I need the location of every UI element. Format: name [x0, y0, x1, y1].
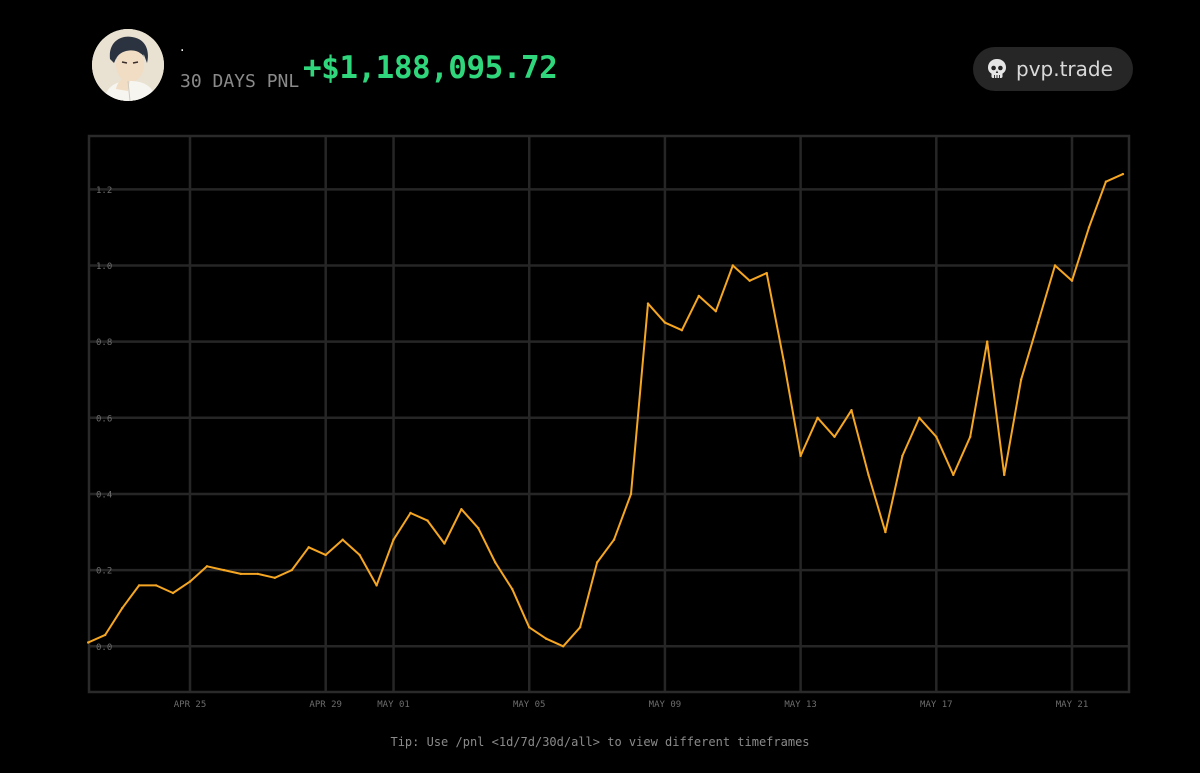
pnl-data-point [578, 626, 582, 629]
pnl-data-point [663, 321, 667, 324]
pnl-data-point [188, 580, 192, 583]
pnl-data-point [748, 279, 751, 282]
pnl-data-point [833, 435, 836, 438]
pnl-data-point [969, 435, 972, 438]
pnl-data-point [1036, 321, 1040, 324]
pnl-value: +$1,188,095.72 [303, 50, 558, 86]
pnl-data-point [239, 572, 243, 576]
period-label: 30 DAYS PNL [180, 71, 300, 92]
pnl-data-point [935, 435, 938, 438]
pnl-data-point [816, 416, 819, 419]
pnl-data-point [290, 568, 293, 572]
avatar [92, 29, 164, 101]
x-tick-label: APR 25 [174, 700, 207, 710]
pnl-data-point [562, 645, 565, 648]
x-tick-label: APR 29 [309, 700, 342, 710]
pnl-data-point [256, 572, 259, 576]
pnl-data-point [1053, 264, 1057, 267]
pnl-data-point [697, 294, 700, 298]
pnl-data-point [154, 584, 158, 587]
pnl-data-point [222, 568, 226, 572]
pnl-data-point [443, 542, 446, 545]
pnl-data-point [545, 637, 548, 640]
pnl-data-point [341, 538, 344, 541]
pnl-data-point [273, 576, 276, 579]
brand-name: pvp.trade [1016, 57, 1113, 81]
pnl-data-point [1121, 172, 1125, 176]
pnl-data-point [477, 527, 480, 530]
y-tick-label: 0.8 [96, 338, 112, 348]
pnl-data-point [528, 626, 531, 629]
pnl-data-point [358, 553, 361, 557]
pnl-data-point [511, 588, 514, 591]
y-tick-label: 0.0 [96, 643, 112, 653]
x-tick-label: MAY 21 [1056, 700, 1089, 710]
pnl-data-point [714, 310, 717, 313]
x-tick-label: MAY 17 [920, 700, 953, 710]
avatar-illustration [92, 29, 164, 101]
timeframe-tip: Tip: Use /pnl <1d/7d/30d/all> to view di… [390, 735, 810, 749]
x-tick-label: MAY 09 [649, 700, 682, 710]
pnl-data-point [1070, 279, 1074, 282]
pnl-data-point [121, 607, 124, 610]
chart-grid [87, 134, 1131, 694]
pnl-data-point [375, 584, 378, 587]
pnl-data-point [171, 591, 175, 595]
pnl-data-point [494, 561, 497, 564]
pnl-data-point [1003, 473, 1006, 477]
pnl-data-point [409, 511, 412, 515]
pnl-data-point [1087, 226, 1091, 229]
y-tick-label: 0.4 [96, 490, 112, 500]
skull-icon [984, 56, 1010, 82]
pnl-data-point [901, 454, 904, 458]
pnl-data-point [680, 329, 684, 332]
x-tick-label: MAY 01 [377, 700, 410, 710]
pnl-data-point [392, 538, 395, 541]
pnl-data-point [731, 264, 734, 267]
pnl-data-point [884, 530, 887, 534]
pnl-data-point [595, 561, 599, 564]
chart-series [87, 172, 1125, 648]
pnl-data-point [205, 565, 209, 568]
pnl-data-point [918, 416, 921, 419]
pnl-data-point [612, 538, 616, 541]
pnl-data-point [850, 409, 853, 412]
y-tick-label: 0.6 [96, 414, 112, 424]
pnl-data-point [104, 633, 107, 637]
chart-axes: 0.0 0.2 0.4 0.6 0.8 1.0 1.2 APR 25 APR 29 MAY 01 M… [96, 186, 1088, 710]
brand-badge: pvp.trade [973, 47, 1133, 91]
pnl-data-point [137, 584, 141, 587]
x-tick-label: MAY 13 [784, 700, 817, 710]
y-tick-label: 1.0 [96, 262, 112, 272]
y-tick-label: 1.2 [96, 186, 112, 196]
pnl-data-point [426, 519, 429, 522]
pnl-data-point [986, 340, 989, 343]
y-tick-label: 0.2 [96, 567, 112, 577]
pnl-data-point [782, 359, 785, 362]
username: · [180, 43, 185, 59]
pnl-data-point [629, 492, 633, 496]
pnl-data-point [1104, 180, 1108, 183]
pnl-data-point [460, 508, 463, 511]
pnl-data-point [765, 271, 768, 275]
plot-frame [87, 134, 1131, 694]
pnl-data-point [867, 473, 870, 477]
pnl-data-point [799, 454, 802, 458]
pnl-data-point [307, 546, 310, 549]
pnl-data-point [324, 553, 327, 557]
pnl-data-point [1019, 378, 1023, 381]
pnl-data-point [952, 473, 955, 477]
pnl-data-point [87, 641, 90, 644]
pnl-series-line [87, 173, 1124, 648]
x-tick-label: MAY 05 [513, 700, 546, 710]
pnl-data-point [646, 302, 650, 305]
